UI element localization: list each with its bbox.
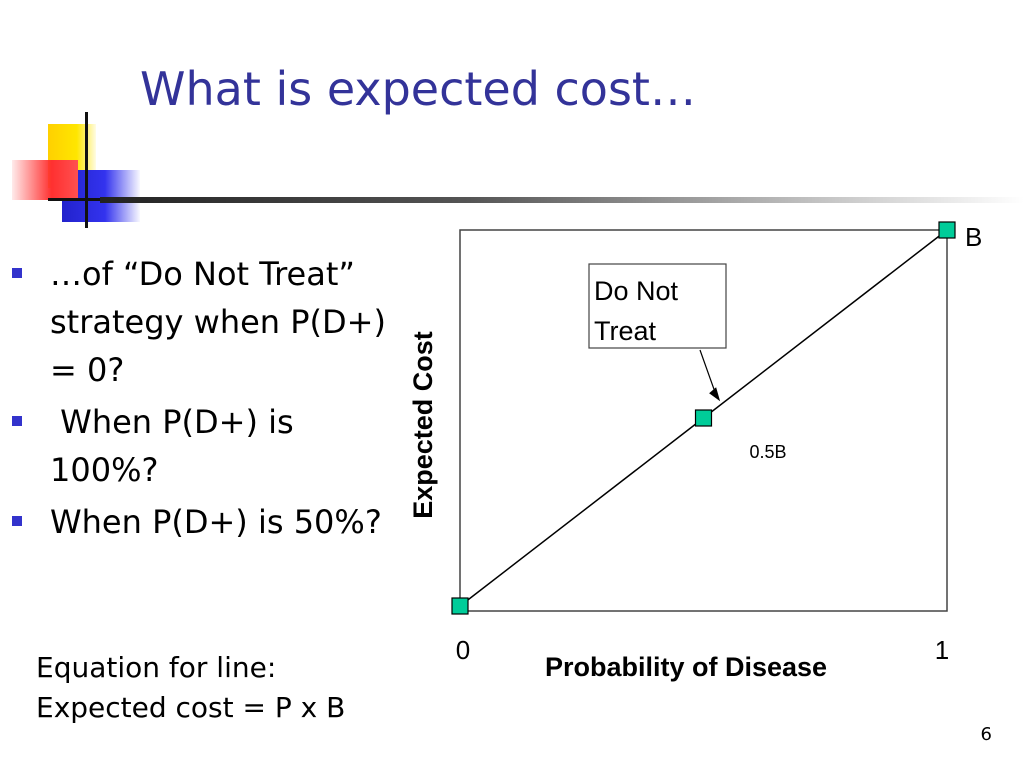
red-square	[12, 160, 78, 200]
callout-arrowhead-icon	[709, 387, 721, 402]
bullet-text: …of “Do Not Treat” strategy when P(D+) =…	[50, 255, 386, 389]
bullet-text: When P(D+) is 100%?	[50, 403, 304, 489]
bullet-item: …of “Do Not Treat” strategy when P(D+) =…	[12, 250, 392, 394]
data-point-marker	[694, 409, 713, 427]
bullet-item: When P(D+) is 100%?	[12, 398, 392, 494]
bullet-marker-icon	[12, 516, 22, 526]
callout-text-line: Treat	[594, 316, 657, 346]
point-label: 0.5B	[750, 442, 787, 462]
point-label: B	[965, 222, 982, 252]
bullet-text: When P(D+) is 50%?	[50, 503, 382, 541]
data-point-marker	[938, 221, 956, 239]
page-number: 6	[980, 724, 992, 745]
annotation-layer: 0.5B B Do Not Treat	[588, 222, 982, 462]
x-axis-label: Probability of Disease	[545, 652, 827, 682]
equation-line-1: Equation for line:	[36, 651, 277, 684]
logo-vertical-line	[85, 112, 88, 228]
y-axis-label: Expected Cost	[408, 331, 438, 519]
equation-line-2: Expected cost = P x B	[36, 691, 346, 724]
callout-box	[588, 263, 727, 349]
slide-logo-decoration	[0, 0, 150, 240]
bullet-item: When P(D+) is 50%?	[12, 498, 392, 546]
logo-horizontal-line	[48, 198, 148, 201]
data-point-marker	[451, 597, 469, 615]
callout-text-line: Do Not	[594, 276, 679, 306]
plot-area-frame	[459, 229, 948, 612]
callout-arrow-line	[699, 349, 717, 396]
x-tick-label-0: 0	[456, 635, 470, 665]
series-layer	[451, 221, 956, 615]
slide-title: What is expected cost…	[140, 62, 696, 116]
x-tick-label-1: 1	[935, 635, 949, 665]
title-rule	[100, 197, 1024, 203]
bullet-marker-icon	[12, 416, 22, 426]
equation-text: Equation for line: Expected cost = P x B	[36, 648, 345, 728]
bullet-list: …of “Do Not Treat” strategy when P(D+) =…	[12, 250, 392, 550]
bullet-marker-icon	[12, 268, 22, 278]
